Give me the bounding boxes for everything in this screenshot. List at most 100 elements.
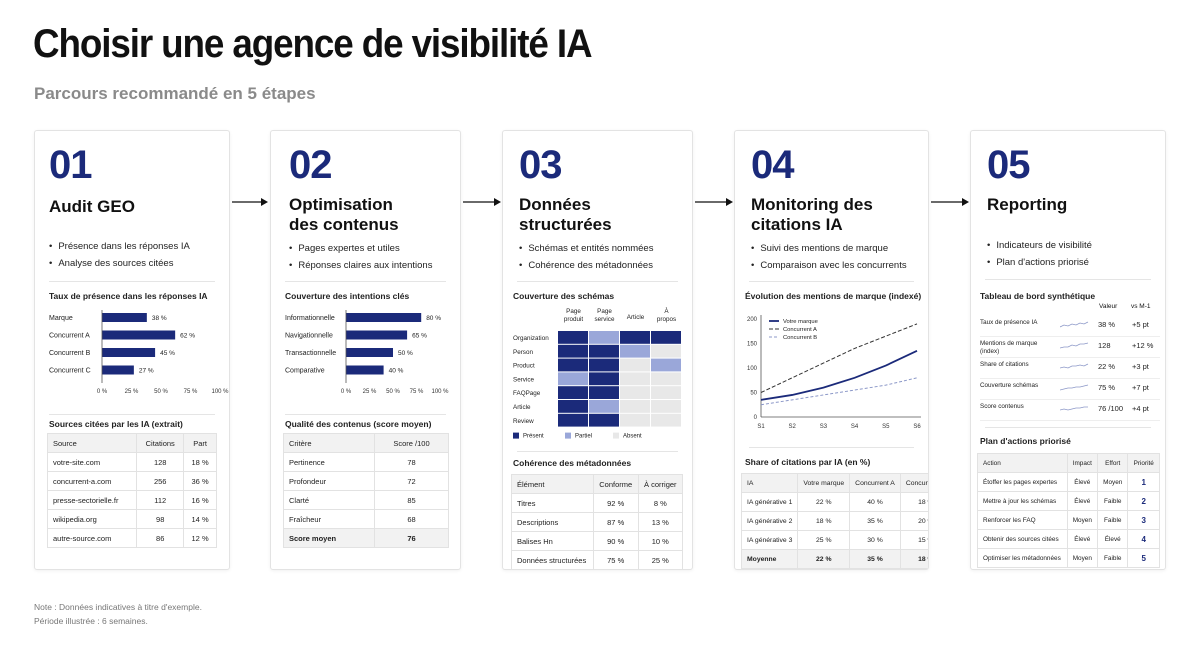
page-title: Choisir une agence de visibilité IA	[33, 22, 593, 66]
cell: 68	[373, 509, 450, 529]
dashboard-row: Share of citations 22 % +3 pt	[980, 359, 1160, 379]
footnote: Note : Données indicatives à titre d'exe…	[34, 602, 202, 612]
kpi-label: Taux de présence IA	[980, 319, 1038, 326]
priority-cell: 3	[1127, 510, 1160, 530]
x-tick-label: 50 %	[154, 389, 168, 395]
heatmap-cell	[558, 386, 588, 399]
quality-table: Critère Score /100 Pertinence 78 Profondeu…	[283, 433, 450, 548]
x-tick-label: 0 %	[341, 389, 352, 395]
bar-value-label: 38 %	[152, 315, 167, 322]
heatmap-cell	[558, 331, 588, 344]
legend-swatch	[565, 432, 571, 439]
step-title-line: Optimisation	[289, 195, 393, 214]
heatmap-cell	[558, 413, 588, 427]
heatmap-cell	[620, 331, 650, 344]
sparkline-icon	[1060, 406, 1088, 411]
sparkline-icon	[1060, 384, 1089, 391]
col-header: Source	[46, 433, 138, 453]
dashboard-header-delta: vs M-1	[1131, 303, 1151, 310]
step-title: Optimisation des contenus	[289, 195, 399, 235]
heatmap-cell	[558, 344, 588, 358]
table-row: Optimiser les métadonnées Moyen Faible 5	[977, 548, 1160, 568]
cell: Moyen	[1096, 472, 1129, 492]
heatmap-cell	[589, 413, 619, 427]
heatmap-row-label: Service	[513, 376, 534, 383]
x-tick-label: 0 %	[97, 389, 108, 395]
heatmap-cell	[589, 331, 619, 344]
cell: 22 %	[797, 492, 851, 512]
step-title-line: Audit GEO	[49, 197, 135, 216]
cell: 25 %	[637, 550, 684, 569]
sparkline	[1060, 321, 1089, 328]
table-row: Fraîcheur 68	[283, 509, 450, 529]
col-header: Part	[183, 433, 217, 453]
bar	[102, 365, 134, 375]
bar-category-label: Informationnelle	[285, 315, 335, 322]
table-row: Renforcer les FAQ Moyen Faible 3	[977, 510, 1160, 530]
x-tick-label: S4	[851, 424, 859, 430]
footnote: Période illustrée : 6 semaines.	[34, 616, 148, 626]
heatmap-cell	[589, 358, 619, 372]
step-number: 05	[987, 143, 1030, 187]
table-row: wikipedia.org 98 14 %	[46, 509, 217, 529]
table-title: Cohérence des métadonnées	[513, 458, 632, 468]
cell: 13 %	[637, 512, 684, 532]
heatmap-row-label: Person	[513, 349, 533, 356]
step-number: 03	[519, 143, 562, 187]
divider	[749, 281, 914, 282]
heatmap-column-label: Article	[627, 314, 645, 321]
arrow-icon	[931, 198, 969, 206]
legend-label: Votre marque	[783, 319, 818, 325]
dashboard-row: Couverture schémas 75 % +7 pt	[980, 380, 1160, 400]
x-tick-label: S3	[820, 424, 828, 430]
heatmap-cell	[620, 358, 650, 372]
bar-value-label: 27 %	[139, 368, 154, 375]
cell: Étoffer les pages expertes	[977, 472, 1068, 492]
cell: IA générative 1	[740, 492, 799, 512]
divider	[49, 414, 215, 415]
cell: Données structurées	[511, 550, 594, 569]
table-row: Étoffer les pages expertes Élevé Moyen 1	[977, 472, 1160, 492]
step-bullets: Schémas et entités nommées Cohérence des…	[519, 240, 653, 274]
cell: 18 %	[899, 549, 928, 569]
bar-value-label: 45 %	[160, 350, 175, 357]
cell: 35 %	[849, 549, 901, 569]
col-header: Citations	[136, 433, 185, 453]
kpi-delta: +4 pt	[1132, 404, 1149, 413]
sparkline-icon	[1060, 342, 1089, 349]
cell: Descriptions	[511, 512, 594, 532]
col-header: Critère	[283, 433, 375, 453]
bullet-item: Indicateurs de visibilité	[987, 237, 1092, 254]
table-row: Titres 92 % 8 %	[511, 493, 684, 513]
x-tick-label: S5	[882, 424, 890, 430]
heatmap-row-label: Article	[513, 404, 531, 411]
kpi-delta: +7 pt	[1132, 383, 1149, 392]
bar	[346, 365, 384, 375]
heatmap-cell	[620, 413, 650, 427]
col-header: Concurrent A	[849, 473, 901, 493]
chart-title: Évolution des mentions de marque (indexé…	[745, 291, 922, 301]
bullet-item: Analyse des sources citées	[49, 255, 190, 272]
y-tick-label: 0	[754, 415, 758, 421]
table-row: IA générative 325 %30 %15 %	[740, 530, 928, 550]
bullet-item: Présence dans les réponses IA	[49, 238, 190, 255]
dashboard-row: Score contenus 76 /100 +4 pt	[980, 401, 1160, 421]
kpi-value: 75 %	[1098, 383, 1116, 392]
cell: 92 %	[592, 493, 639, 513]
kpi-delta: +3 pt	[1132, 362, 1149, 371]
legend-label: Partiel	[575, 434, 592, 440]
cell: Élevé	[1066, 491, 1099, 511]
heatmap-cell	[620, 400, 650, 413]
cell: 112	[136, 490, 185, 510]
heatmap-cell	[620, 386, 650, 399]
sparkline	[1060, 384, 1089, 391]
cell: Obtenir des sources citées	[977, 529, 1068, 549]
sparkline-icon	[1060, 363, 1089, 369]
priority-cell: 5	[1127, 548, 1160, 568]
table-row: IA générative 122 %40 %18 %	[740, 492, 928, 512]
cell: 20 %	[899, 511, 928, 531]
heatmap-row-label: Review	[513, 418, 534, 425]
cell: 35 %	[849, 511, 901, 531]
arrow-icon	[232, 198, 268, 206]
col-header: Effort	[1096, 453, 1129, 473]
